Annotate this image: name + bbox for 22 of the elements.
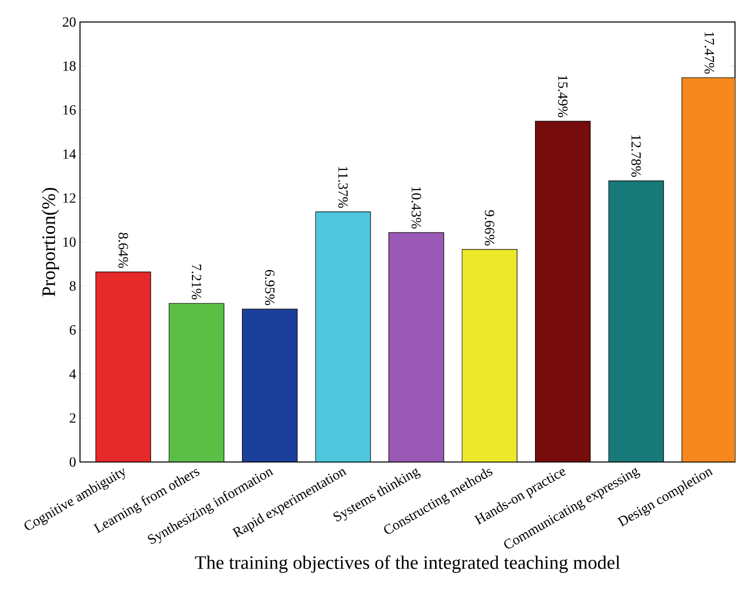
data-label: 15.49% [558, 76, 568, 118]
y-axis-title: Proportion(%) [42, 188, 60, 296]
data-label: 11.37% [338, 166, 348, 208]
y-tick-label: 0 [70, 457, 76, 467]
y-tick-label: 16 [63, 105, 76, 115]
y-tick-label: 10 [63, 237, 76, 247]
data-label: 12.78% [631, 135, 641, 177]
y-tick-label: 2 [70, 413, 76, 423]
data-label: 7.21% [192, 264, 202, 300]
y-tick-label: 20 [62, 17, 76, 27]
data-label: 9.66% [484, 210, 494, 246]
y-tick-label: 14 [63, 149, 76, 159]
y-tick-label: 4 [69, 369, 76, 379]
y-tick-label: 18 [63, 61, 76, 71]
data-label: 17.47% [704, 32, 714, 74]
x-axis-title: The training objectives of the integrated teaching model [194, 555, 620, 573]
data-label: 6.95% [265, 270, 275, 306]
y-tick-label: 8 [70, 281, 76, 291]
y-tick-label: 12 [63, 193, 76, 203]
data-label: 8.64% [118, 232, 128, 268]
y-tick-label: 6 [70, 325, 76, 335]
data-label: 10.43% [412, 187, 422, 229]
